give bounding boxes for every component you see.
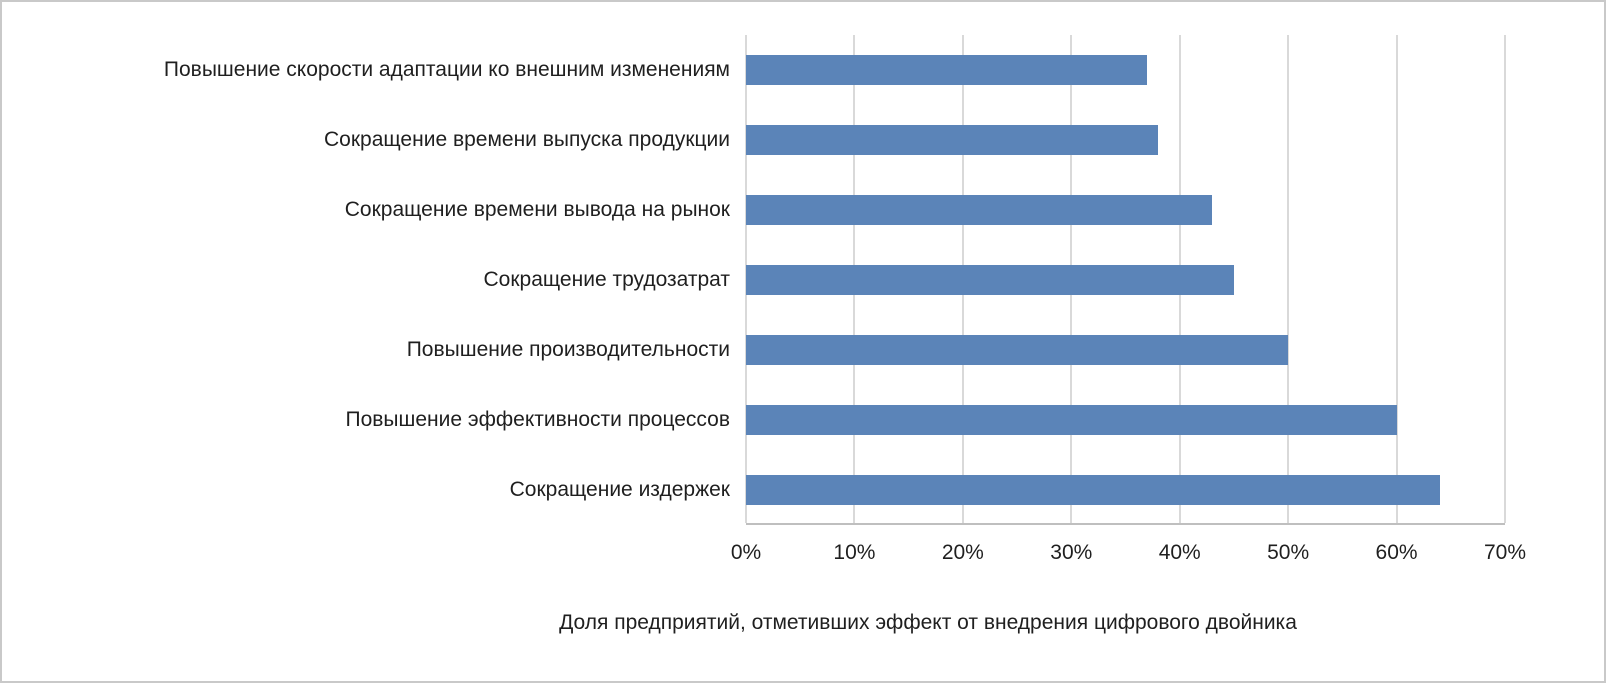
bar-track <box>746 55 1505 85</box>
bar <box>746 265 1234 295</box>
gridline <box>1395 35 1398 523</box>
x-tick-label: 10% <box>833 541 876 564</box>
category-label: Сокращение времени вывода на рынок <box>344 198 730 221</box>
bar <box>746 405 1397 435</box>
x-tick-label: 40% <box>1158 541 1201 564</box>
x-tick-label: 20% <box>941 541 984 564</box>
bar-row: Повышение производительности <box>2 315 1604 385</box>
category-label: Сокращение трудозатрат <box>483 268 731 291</box>
bar-row: Сокращение времени выпуска продукции <box>2 105 1604 175</box>
bar-row: Сокращение издержек <box>2 455 1604 525</box>
bar-track <box>746 405 1505 435</box>
bar-track <box>746 125 1505 155</box>
category-label: Повышение скорости адаптации ко внешним … <box>163 58 730 81</box>
bar-track <box>746 335 1505 365</box>
category-label: Повышение эффективности процессов <box>345 408 730 431</box>
bar-row: Повышение скорости адаптации ко внешним … <box>2 35 1604 105</box>
bar-track <box>746 265 1505 295</box>
category-label: Сокращение времени выпуска продукции <box>324 128 730 151</box>
x-tick-label: 50% <box>1267 541 1310 564</box>
bar <box>746 335 1289 365</box>
x-tick-label: 70% <box>1483 541 1527 564</box>
plot-area: Повышение скорости адаптации ко внешним … <box>2 35 1604 525</box>
bar-row: Сокращение трудозатрат <box>2 245 1604 315</box>
category-label: Сокращение издержек <box>509 478 730 501</box>
bar-row: Повышение эффективности процессов <box>2 385 1604 455</box>
bar <box>746 195 1213 225</box>
x-tick-label: 0% <box>730 541 762 564</box>
bar-rows: Повышение скорости адаптации ко внешним … <box>2 35 1604 525</box>
x-tick-label: 30% <box>1050 541 1093 564</box>
gridline <box>1287 35 1290 523</box>
bar <box>746 125 1159 155</box>
bar <box>746 475 1440 505</box>
x-axis-title: Доля предприятий, отметивших эффект от в… <box>559 611 1297 634</box>
bar <box>746 55 1148 85</box>
gridline <box>1504 35 1506 523</box>
bar-row: Сокращение времени вывода на рынок <box>2 175 1604 245</box>
bar-track <box>746 195 1505 225</box>
category-label: Повышение производительности <box>406 338 730 361</box>
x-tick-label: 60% <box>1375 541 1418 564</box>
x-axis-ticks: 0% 10% 20% 30% 40% 50% 60% 70% <box>731 525 1526 583</box>
bar-track <box>746 475 1505 505</box>
